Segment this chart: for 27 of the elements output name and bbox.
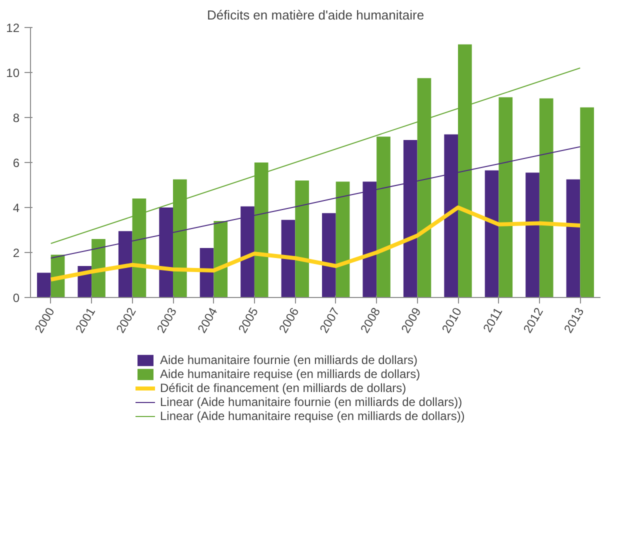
bar: [498, 97, 513, 298]
bar: [295, 180, 309, 298]
bar: [322, 213, 336, 298]
y-tick-label: 10: [6, 66, 20, 80]
y-tick-label: 2: [12, 246, 20, 260]
bar: [37, 272, 51, 298]
bar: [281, 220, 296, 298]
y-tick-label: 4: [12, 201, 20, 215]
bar: [484, 170, 499, 298]
bar: [92, 239, 106, 298]
legend-label: Aide humanitaire requise (en milliards de dollars): [160, 367, 420, 381]
chart-title: Déficits en matière d'aide humanitaire: [206, 8, 424, 22]
legend-label: Aide humanitaire fournie (en milliards de dollars): [160, 353, 418, 367]
y-tick-label: 6: [12, 156, 20, 170]
y-tick-label: 8: [12, 111, 20, 125]
y-tick-label: 0: [12, 291, 20, 305]
legend-label: Linear (Aide humanitaire fournie (en milliards de dollars)): [160, 395, 462, 409]
bar: [214, 221, 228, 298]
bar: [526, 172, 540, 298]
bar: [336, 182, 350, 298]
y-tick-label: 12: [6, 21, 20, 35]
bar: [580, 107, 594, 298]
line-series: [48, 206, 582, 282]
legend-label: Déficit de financement (en milliards de dollars): [160, 381, 406, 395]
bar: [566, 179, 580, 298]
legend-label: Linear (Aide humanitaire requise (en milliards de dollars)): [160, 409, 465, 423]
bar: [539, 98, 554, 298]
